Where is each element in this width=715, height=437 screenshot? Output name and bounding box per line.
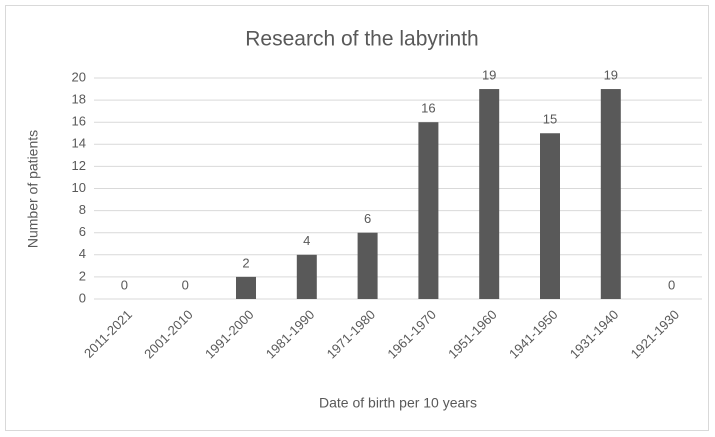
bar [296, 254, 317, 299]
y-tick-label: 20 [72, 69, 86, 84]
bar [600, 89, 621, 299]
data-label: 0 [668, 277, 675, 292]
data-label: 6 [364, 211, 371, 226]
y-tick-label: 8 [79, 202, 86, 217]
y-tick-label: 10 [72, 180, 86, 195]
data-label: 4 [303, 233, 310, 248]
y-tick-label: 14 [72, 136, 86, 151]
bar [479, 89, 500, 299]
y-tick-label: 16 [72, 114, 86, 129]
chart-title: Research of the labyrinth [245, 28, 478, 51]
y-tick-label: 6 [79, 224, 86, 239]
data-label: 2 [242, 255, 249, 270]
bar [357, 232, 378, 299]
y-tick-label: 12 [72, 158, 86, 173]
bar [540, 133, 560, 299]
y-tick-label: 0 [79, 290, 86, 305]
data-label: 16 [421, 101, 435, 116]
y-tick-label: 4 [79, 246, 86, 261]
data-label: 19 [604, 67, 618, 82]
y-tick-label: 18 [72, 92, 86, 107]
data-label: 19 [482, 67, 496, 82]
data-label: 15 [543, 112, 557, 127]
y-axis-title: Number of patients [25, 130, 41, 248]
bar [236, 276, 256, 299]
bar [418, 122, 439, 299]
y-tick-label: 2 [79, 268, 86, 283]
chart-border [5, 5, 709, 431]
data-label: 0 [182, 277, 189, 292]
x-axis-title: Date of birth per 10 years [319, 395, 477, 411]
data-label: 0 [121, 277, 128, 292]
